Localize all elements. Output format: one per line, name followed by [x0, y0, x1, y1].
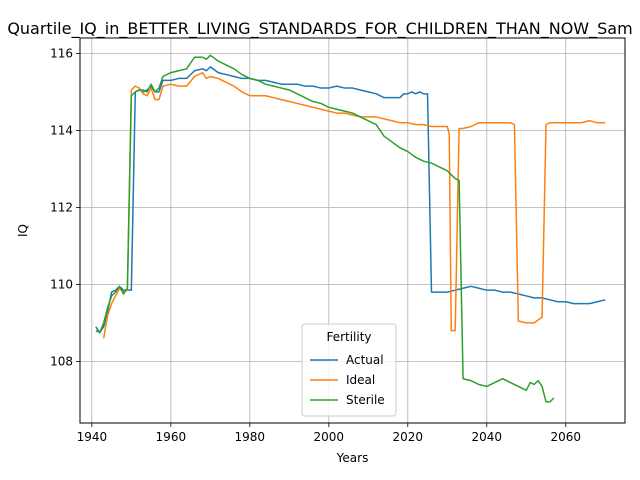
- y-tick-label: 110: [50, 277, 73, 291]
- legend-label-sterile: Sterile: [346, 393, 385, 407]
- y-axis-label: IQ: [16, 224, 30, 237]
- x-axis-label: Years: [336, 451, 369, 465]
- y-tick-label: 116: [50, 46, 73, 60]
- x-tick-label: 1960: [156, 430, 187, 444]
- series-line-ideal: [102, 71, 606, 339]
- chart-title: Quartile_IQ_in_BETTER_LIVING_STANDARDS_F…: [7, 19, 632, 39]
- y-tick-label: 112: [50, 200, 73, 214]
- grid: [80, 38, 625, 423]
- x-tick-label: 1980: [235, 430, 266, 444]
- legend-box: [301, 323, 397, 417]
- series-line-actual: [95, 66, 606, 334]
- x-tick-label: 1940: [77, 430, 108, 444]
- y-tick-label: 114: [50, 123, 73, 137]
- legend-title: Fertility: [326, 330, 371, 344]
- x-tick-label: 2000: [314, 430, 345, 444]
- plot-frame: [79, 37, 626, 424]
- series-line-sterile: [95, 54, 555, 403]
- x-tick-label: 2060: [550, 430, 581, 444]
- y-tick-label: 108: [50, 354, 73, 368]
- legend: Fertility Actual Ideal Sterile: [301, 323, 397, 417]
- legend-label-ideal: Ideal: [346, 373, 375, 387]
- legend-label-actual: Actual: [346, 353, 384, 367]
- axis-ticks: 1940 1960 1980 2000 2020 2040 2060 108 110 112 114…: [50, 46, 581, 444]
- series-layer: [95, 54, 606, 403]
- x-tick-label: 2040: [472, 430, 503, 444]
- x-tick-label: 2020: [393, 430, 424, 444]
